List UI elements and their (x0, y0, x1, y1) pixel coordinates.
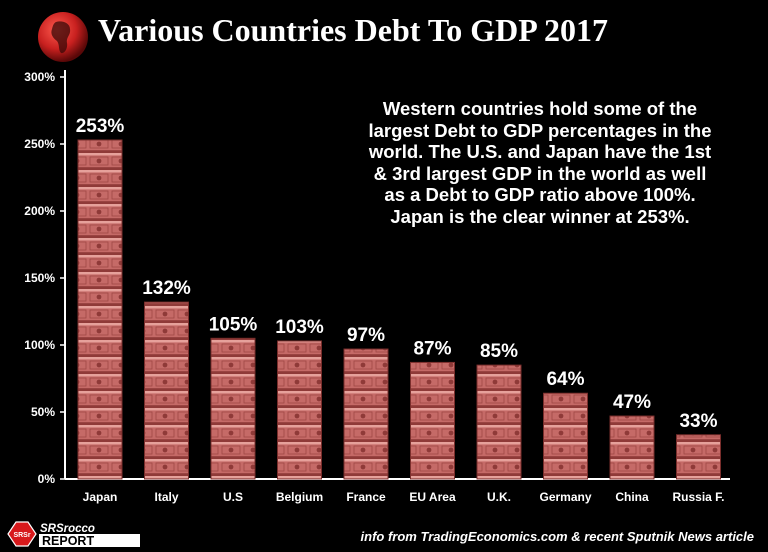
bar (410, 361, 455, 480)
bar (609, 415, 655, 480)
annotation-line: & 3rd largest GDP in the world as well (373, 162, 707, 184)
annotation-line: Western countries hold some of the (382, 98, 698, 119)
data-label: 105% (209, 314, 258, 335)
bar (77, 139, 123, 480)
x-tick-label: Belgium (276, 490, 323, 504)
y-tick-label: 300% (24, 70, 55, 84)
data-label: 103% (275, 317, 324, 338)
logo-bottom-text: REPORT (42, 534, 94, 548)
y-tick-label: 50% (31, 405, 55, 419)
data-label: 33% (679, 411, 717, 432)
x-tick-label: Japan (83, 490, 118, 504)
x-tick-label: France (346, 490, 386, 504)
bar (277, 340, 322, 480)
globe-icon (38, 12, 88, 62)
bar (676, 434, 721, 480)
x-tick-label: Italy (154, 490, 178, 504)
bar (543, 392, 588, 480)
logo-top-text: SRSrocco (40, 523, 95, 535)
bar (210, 337, 256, 480)
annotation-line: as a Debt to GDP ratio above 100%. (384, 184, 696, 206)
data-label: 97% (347, 325, 385, 346)
y-tick-label: 250% (24, 137, 55, 151)
source-note: info from TradingEconomics.com & recent … (360, 529, 754, 544)
annotation-text: Western countries hold some of the large… (330, 98, 750, 228)
bar (476, 364, 522, 480)
y-tick-label: 200% (24, 204, 55, 218)
data-label: 85% (480, 341, 518, 362)
bar (343, 348, 389, 480)
y-tick-label: 100% (24, 338, 55, 352)
data-label: 47% (613, 392, 651, 413)
annotation-line: world. The U.S. and Japan have the 1st (368, 141, 712, 163)
chart-title: Various Countries Debt To GDP 2017 (98, 12, 608, 48)
logo-badge-icon: SRSr (7, 521, 37, 547)
x-tick-label: China (615, 490, 649, 504)
x-tick-label: U.S (223, 490, 243, 504)
srsrocco-report-logo: SRSr SRSrocco REPORT (6, 520, 142, 548)
x-tick-label: U.K. (487, 490, 511, 504)
data-label: 132% (142, 278, 191, 299)
data-label: 253% (76, 116, 125, 137)
y-tick-label: 0% (38, 472, 56, 486)
annotation-line: largest Debt to GDP percentages in the (368, 119, 712, 141)
logo-badge-text: SRSr (13, 532, 30, 539)
annotation-line: Japan is the clear winner at 253%. (390, 205, 690, 227)
bar (144, 301, 189, 480)
x-tick-label: Russia F. (672, 490, 724, 504)
x-tick-label: EU Area (409, 490, 456, 504)
y-tick-label: 150% (24, 271, 55, 285)
data-label: 64% (546, 369, 584, 390)
x-tick-label: Germany (539, 490, 591, 504)
data-label: 87% (413, 338, 451, 359)
